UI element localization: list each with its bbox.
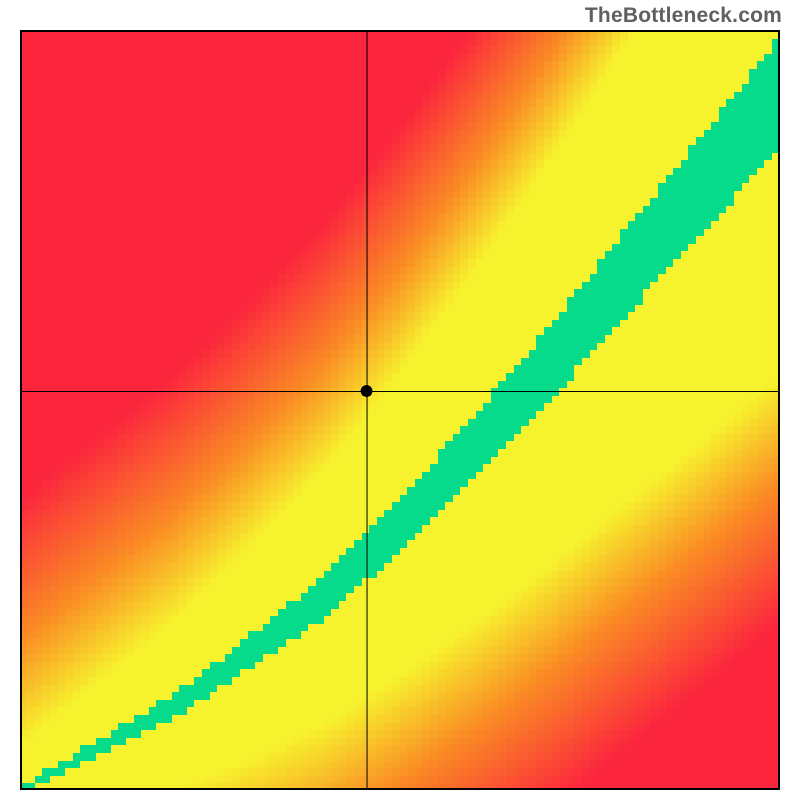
bottleneck-heatmap: [20, 30, 780, 790]
heatmap-canvas: [20, 30, 780, 790]
watermark-text: TheBottleneck.com: [585, 4, 782, 28]
